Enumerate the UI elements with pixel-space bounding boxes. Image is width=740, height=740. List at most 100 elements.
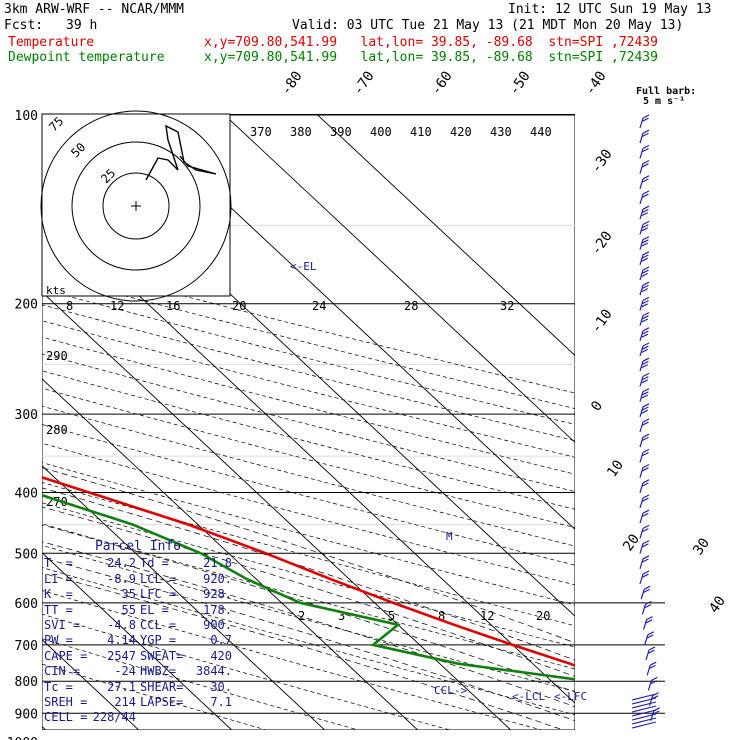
dry-adiabat — [42, 544, 575, 692]
wind-barb-low — [631, 693, 657, 701]
parcel-info-cell: YGP = — [140, 633, 177, 648]
pressure-tick-label: 500 — [15, 547, 38, 562]
moist-adiabat — [42, 487, 575, 661]
temperature-location: x,y=709.80,541.99 lat,lon= 39.85, -89.68… — [204, 35, 658, 50]
wind-barb — [646, 661, 657, 676]
m-annotation: M — [446, 530, 453, 543]
el-annotation: <-EL — [290, 260, 317, 273]
isotherm-label: -40 — [582, 68, 610, 98]
hodograph-ring — [102, 172, 170, 240]
isotherm-line — [315, 114, 575, 357]
parcel-info-cell: 420 — [210, 648, 232, 663]
dewpoint-trace — [42, 493, 575, 681]
pressure-tick-label: 1000 — [7, 736, 38, 740]
wind-barb — [639, 205, 650, 220]
pressure-tick-label: 800 — [15, 675, 38, 690]
pressure-tick-label: 900 — [15, 707, 38, 722]
init-time: Init: 12 UTC Sun 19 May 13 — [508, 2, 712, 17]
temperature-legend: Temperature — [8, 35, 95, 50]
wind-barbs — [631, 114, 661, 729]
parcel-info-row: CIN = -24 HWBZ= 3844. — [44, 664, 232, 679]
parcel-info-cell — [188, 710, 232, 725]
parcel-info-panel: Parcel Info T = 24.2 Td = 21.8 LI = -8.9 LCL =… — [44, 539, 232, 729]
wind-barb — [639, 190, 650, 205]
mixing-ratio-label-low: 20 — [536, 609, 550, 623]
parcel-info-cell: -24 — [114, 664, 136, 679]
wind-barb — [639, 479, 650, 493]
mixing-ratio-label-low: 2 — [298, 609, 305, 623]
wind-barb — [639, 175, 650, 189]
pressure-tick-label: 400 — [15, 486, 38, 501]
wind-barb — [647, 676, 658, 691]
moist-adiabat — [42, 467, 575, 644]
fcst-value: 39 h — [66, 18, 98, 33]
theta-label: 390 — [330, 125, 352, 139]
parcel-info-cell: K = — [44, 587, 73, 602]
wind-barb — [639, 448, 650, 463]
wind-barb — [639, 464, 650, 478]
parcel-info-rows: T = 24.2 Td = 21.8 LI = -8.9 LCL = 920. K = 35 LFC… — [44, 556, 232, 725]
wind-barb — [639, 403, 650, 417]
wind-barb-low — [631, 705, 657, 713]
theta-label: 380 — [290, 125, 312, 139]
wind-barb — [639, 251, 650, 265]
parcel-info-cell: 2547 — [107, 648, 136, 663]
parcel-info-cell: 7.1 — [210, 695, 232, 710]
mixing-ratio-label: 28 — [404, 299, 418, 313]
wind-barb — [639, 220, 650, 235]
pressure-tick-label: 100 — [15, 109, 38, 124]
wind-barb — [639, 327, 650, 341]
parcel-info-cell: 920. — [203, 571, 232, 586]
isotherm-label: -10 — [588, 306, 616, 336]
parcel-info-cell: 900. — [203, 618, 232, 633]
wind-barb — [640, 585, 651, 600]
wind-barb — [644, 631, 655, 645]
wind-barb — [639, 342, 650, 357]
parcel-info-cell — [136, 710, 188, 725]
parcel-info-cell: 35 — [121, 587, 136, 602]
isotherm-label: -70 — [350, 68, 378, 98]
lfc-annotation: <-LFC — [554, 690, 587, 703]
dewpoint-legend: Dewpoint temperature — [8, 50, 165, 65]
parcel-info-cell: CELL = — [44, 710, 88, 725]
wind-barb — [641, 600, 652, 615]
dry-adiabat — [42, 523, 575, 670]
wind-barb — [639, 296, 650, 311]
theta-label: 400 — [370, 125, 392, 139]
pressure-tick-label: 200 — [15, 298, 38, 313]
isotherm-label: 20 — [620, 531, 643, 554]
mixing-ratio-label-low: 3 — [338, 609, 345, 623]
parcel-info-title: Parcel Info — [94, 539, 182, 554]
parcel-info-cell: 30. — [210, 679, 232, 694]
parcel-info-cell: -8.9 — [107, 571, 136, 586]
parcel-info-cell: LAPSE= — [140, 695, 184, 710]
dry-adiabat — [42, 288, 575, 425]
barb-legend-title: Full barb: — [636, 86, 696, 97]
dewpoint-location: x,y=709.80,541.99 lat,lon= 39.85, -89.68… — [204, 50, 658, 65]
wind-barb — [639, 418, 650, 433]
wind-barb — [639, 281, 650, 296]
hodograph-ring — [71, 141, 201, 271]
barb-legend-unit: 5 m s⁻¹ — [643, 96, 685, 107]
moist-adiabat — [42, 506, 575, 677]
isotherm-label: 30 — [690, 535, 713, 558]
parcel-info-cell: SWEAT= — [140, 648, 184, 663]
parcel-info-row: CELL = 228/44 — [44, 710, 232, 725]
wind-barb — [639, 494, 650, 509]
isotherm-label: 0 — [588, 398, 606, 414]
wind-barb — [643, 616, 653, 630]
isotherm-label: -20 — [588, 228, 616, 258]
parcel-info-cell: 3844. — [195, 664, 232, 679]
isotherm-label: -80 — [278, 68, 306, 98]
wind-barb — [639, 312, 650, 326]
isotherm-line — [42, 291, 512, 730]
parcel-info-row: TT = 55 EL = 178. — [44, 603, 232, 618]
parcel-info-cell: SREH = — [44, 695, 88, 710]
valid-time: Valid: 03 UTC Tue 21 May 13 (21 MDT Mon … — [292, 18, 684, 33]
parcel-info-cell: 228/44 — [92, 710, 136, 725]
pressure-tick-label: 300 — [15, 408, 38, 423]
moist-adiabat — [42, 524, 575, 693]
wind-barb — [645, 646, 656, 661]
